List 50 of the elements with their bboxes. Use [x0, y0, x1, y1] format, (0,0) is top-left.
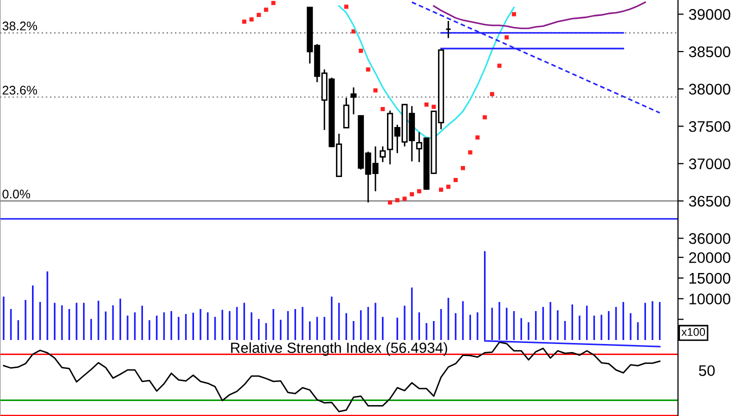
y-tick-label: 36000 — [688, 233, 730, 244]
candlestick — [350, 86, 357, 115]
line-series — [338, 5, 515, 139]
point — [468, 150, 472, 154]
annotation: 38.2% — [2, 22, 38, 30]
point — [417, 189, 422, 194]
y-tick-label: 39000 — [688, 9, 730, 20]
point — [475, 135, 480, 140]
annotation: 0.0% — [2, 190, 30, 198]
y-tick-label: 37000 — [688, 158, 730, 170]
point — [344, 4, 348, 9]
candlestick — [343, 97, 350, 128]
point — [497, 64, 502, 68]
point — [256, 12, 261, 18]
point — [358, 48, 363, 53]
y-tick-label: 38500 — [688, 46, 730, 58]
point — [380, 106, 385, 112]
point — [249, 17, 254, 22]
point — [395, 198, 400, 202]
point — [373, 88, 378, 92]
point — [512, 12, 516, 16]
y-tick-label: 36500 — [688, 196, 730, 207]
point — [402, 196, 407, 201]
y-tick-label: 10000 — [690, 294, 730, 304]
candlestick — [380, 146, 386, 163]
candlestick — [445, 20, 452, 39]
point — [504, 35, 509, 40]
point — [242, 20, 246, 24]
point — [446, 184, 450, 189]
chart-title: Relative Strength Index (56.4934) — [231, 342, 448, 356]
annotation: 23.6% — [2, 86, 38, 95]
point — [454, 178, 458, 182]
point — [366, 67, 370, 72]
point — [438, 188, 444, 192]
point — [424, 102, 429, 107]
y-tick-label: 20000 — [689, 252, 730, 264]
point — [482, 115, 487, 120]
point — [264, 8, 268, 12]
point — [410, 192, 414, 196]
point — [460, 166, 466, 170]
line-series — [433, 1, 646, 30]
point — [271, 0, 276, 6]
y-tick-label: 38000 — [688, 84, 730, 95]
y-tick-label: 37500 — [688, 121, 730, 132]
point — [490, 92, 494, 96]
y-tick-label: 15000 — [690, 272, 730, 284]
point — [432, 104, 436, 109]
text: x100 — [682, 328, 706, 336]
point — [388, 200, 392, 205]
text: 50 — [698, 365, 715, 376]
